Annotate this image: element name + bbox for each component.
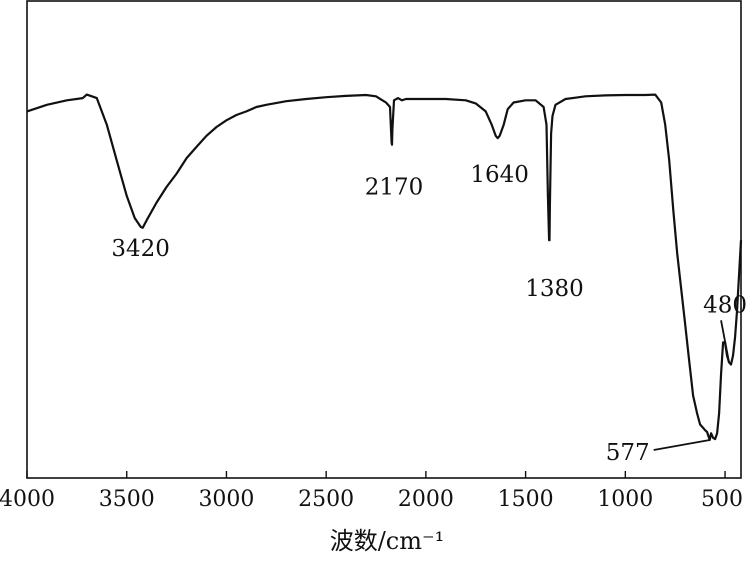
- annotation-leader-480: [720, 320, 730, 363]
- x-axis-tick-labels: 4000 3500 3000 2500 2000 1500 1000 500: [0, 487, 743, 512]
- x-tick-label-2000: 2000: [398, 487, 454, 512]
- peak-label-3420: 3420: [111, 236, 170, 262]
- peak-label-2170: 2170: [365, 175, 424, 201]
- x-tick-label-2500: 2500: [298, 487, 354, 512]
- plot-frame: [26, 0, 742, 479]
- peak-label-1380: 1380: [525, 276, 584, 302]
- x-tick-label-500: 500: [701, 487, 743, 512]
- x-tick-label-3500: 3500: [99, 487, 155, 512]
- x-axis-ticks: [26, 471, 726, 478]
- x-tick-label-1500: 1500: [498, 487, 554, 512]
- x-tick-label-1000: 1000: [597, 487, 653, 512]
- annotation-leader-577: [653, 439, 710, 451]
- peak-label-577: 577: [606, 440, 650, 466]
- x-tick-label-3000: 3000: [198, 487, 254, 512]
- peak-label-1640: 1640: [470, 162, 529, 188]
- peak-annotations: 3420 2170 1640 1380 480 577: [111, 162, 747, 466]
- x-tick-label-4000: 4000: [0, 487, 55, 512]
- peak-label-480: 480: [703, 292, 747, 318]
- x-axis-label: 波数/cm⁻¹: [330, 527, 445, 555]
- spectrum-line: [26, 93, 743, 442]
